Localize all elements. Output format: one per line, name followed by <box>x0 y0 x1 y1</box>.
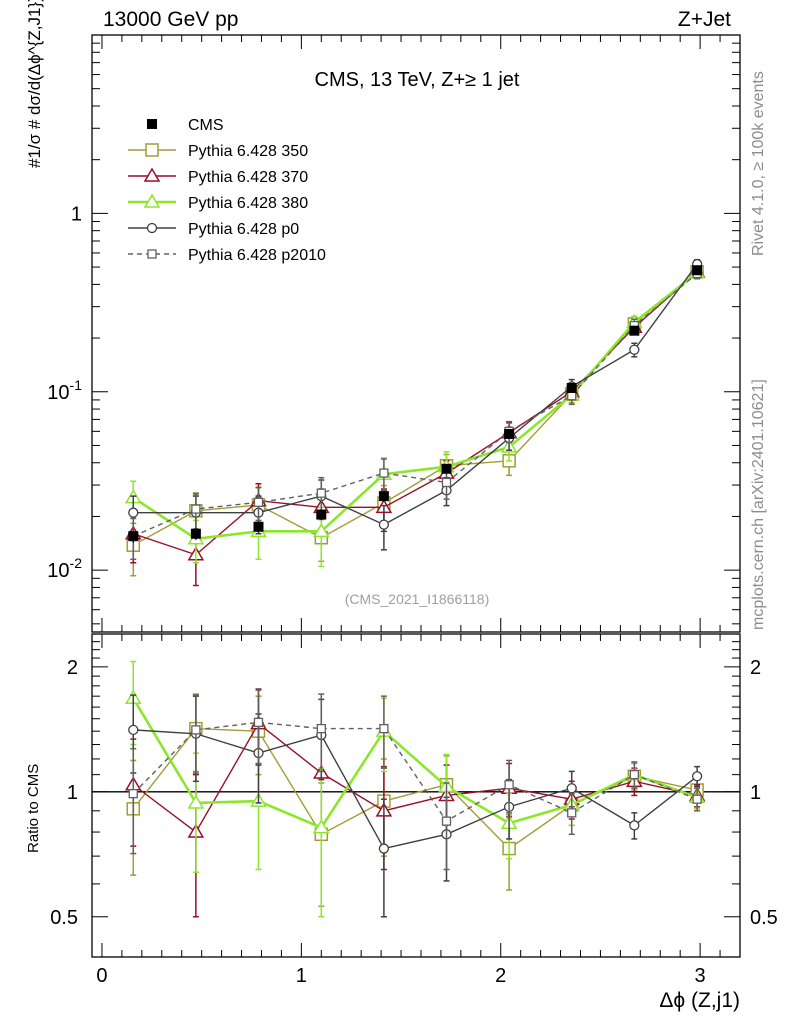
ratio-series-line <box>133 729 698 850</box>
y-tick-label-main: 10-2 <box>47 555 82 582</box>
legend-label: CMS <box>188 117 224 134</box>
main-series-2 <box>124 264 706 568</box>
ratio-data-point <box>441 816 452 826</box>
ratio-series-3 <box>128 694 703 918</box>
legend-label: Pythia 6.428 370 <box>188 169 308 186</box>
main-data-point <box>128 507 139 518</box>
y-tick-label-ratio-right: 2 <box>750 657 761 679</box>
legend-item: Pythia 6.428 350 <box>128 143 308 160</box>
y-tick-label-ratio-right: 0.5 <box>750 907 778 929</box>
cms-data-point <box>253 521 264 532</box>
legend-label: Pythia 6.428 p2010 <box>188 247 326 264</box>
ratio-data-point <box>187 794 205 809</box>
y-tick-label-ratio: 0.5 <box>50 907 78 929</box>
cms-data-point <box>504 428 515 439</box>
legend: CMS Pythia 6.428 350 Pythia 6.428 370 Pythi… <box>128 117 326 264</box>
ratio-data-point <box>691 771 703 782</box>
ratio-data-point <box>379 723 389 734</box>
ratio-data-point <box>128 724 139 736</box>
ratio-data-point <box>316 723 326 734</box>
ratio-data-point <box>566 783 577 794</box>
ratio-series-line <box>132 721 698 823</box>
ratio-y-axis-label: Ratio to CMS <box>25 764 42 853</box>
cms-data-point <box>378 491 389 502</box>
ratio-data-point <box>378 843 390 854</box>
main-data-point <box>312 522 330 538</box>
chart-title: CMS, 13 TeV, Z+≥ 1 jet <box>315 69 520 91</box>
main-data-point <box>441 477 452 488</box>
x-tick-label: 0 <box>96 965 107 987</box>
main-series-line <box>133 263 698 526</box>
main-data-point <box>379 468 389 478</box>
main-series-4 <box>128 267 702 561</box>
ratio-data-point <box>629 769 639 780</box>
x-axis-label: Δϕ (Z,j1) <box>659 989 740 1012</box>
ratio-data-point <box>191 725 201 735</box>
ratio-series-line <box>132 697 698 830</box>
main-data-point <box>629 344 640 355</box>
legend-item: CMS <box>147 117 224 134</box>
y-tick-label-ratio: 2 <box>67 657 78 679</box>
cms-data-point <box>441 463 452 474</box>
ratio-data-point <box>567 808 577 818</box>
main-data-point <box>253 497 264 507</box>
legend-marker <box>143 193 161 208</box>
legend-marker <box>146 222 158 234</box>
x-tick-label: 1 <box>296 965 307 987</box>
cms-data-point <box>316 509 327 520</box>
cms-data-point <box>692 265 703 276</box>
ratio-data-point <box>312 819 330 834</box>
cms-data-series <box>128 265 703 543</box>
ratio-data-point <box>692 794 702 804</box>
legend-marker <box>145 143 159 157</box>
ratio-series-2 <box>124 660 706 918</box>
legend-marker <box>147 119 157 129</box>
main-data-point <box>191 504 201 514</box>
legend-item: Pythia 6.428 370 <box>128 167 308 186</box>
cms-data-point <box>566 382 577 393</box>
main-series-line <box>132 271 698 541</box>
legend-label: Pythia 6.428 380 <box>188 195 308 212</box>
x-tick-label: 3 <box>695 965 706 987</box>
ratio-data-point <box>253 717 264 728</box>
main-y-axis-label: #1/σ # dσ/d(Δϕ^{Z,J1}) <box>25 0 44 168</box>
main-series-0 <box>126 265 704 577</box>
x-tick-label: 2 <box>495 965 506 987</box>
legend-item: Pythia 6.428 380 <box>128 193 308 212</box>
ratio-data-point <box>629 820 640 831</box>
y-tick-label-main: 1 <box>71 203 82 225</box>
legend-label: Pythia 6.428 p0 <box>188 221 299 238</box>
main-data-point <box>316 488 326 498</box>
main-series-3 <box>128 258 703 551</box>
main-series-line <box>132 272 698 537</box>
ratio-plot-frame <box>91 633 741 958</box>
legend-item: Pythia 6.428 p0 <box>128 221 299 238</box>
ratio-data-point <box>504 780 514 790</box>
y-tick-label-main: 10-1 <box>47 377 82 404</box>
header-left-label: 13000 GeV pp <box>103 8 238 31</box>
main-series-line <box>132 271 698 546</box>
mcplots-label: mcplots.cern.ch [arXiv:2401.10621] <box>750 379 767 630</box>
cms-data-point <box>629 325 640 336</box>
analysis-label: (CMS_2021_I1866118) <box>345 591 490 607</box>
legend-marker <box>143 167 161 182</box>
legend-marker <box>147 249 157 259</box>
ratio-data-point <box>128 788 138 799</box>
rivet-label: Rivet 4.1.0, ≥ 100k events <box>750 71 767 256</box>
ratio-series-4 <box>128 688 702 871</box>
main-y-axis-label-text: #1/σ # dσ/d(Δϕ^{Z,J1}) <box>25 0 44 168</box>
y-tick-label-ratio-right: 1 <box>750 782 761 804</box>
y-tick-label-ratio: 1 <box>67 782 78 804</box>
cms-data-point <box>190 528 201 539</box>
legend-item: Pythia 6.428 p2010 <box>128 247 326 264</box>
series-layer <box>92 258 740 918</box>
main-data-point <box>378 519 390 530</box>
cms-data-point <box>128 531 139 542</box>
axis-ticks: 0 1 2 3 1 10-1 10-2 2 2 1 1 0.5 0.5 <box>47 34 778 987</box>
main-plot-frame <box>91 34 741 633</box>
header-right-label: Z+Jet <box>678 8 731 31</box>
legend-label: Pythia 6.428 350 <box>188 143 308 160</box>
